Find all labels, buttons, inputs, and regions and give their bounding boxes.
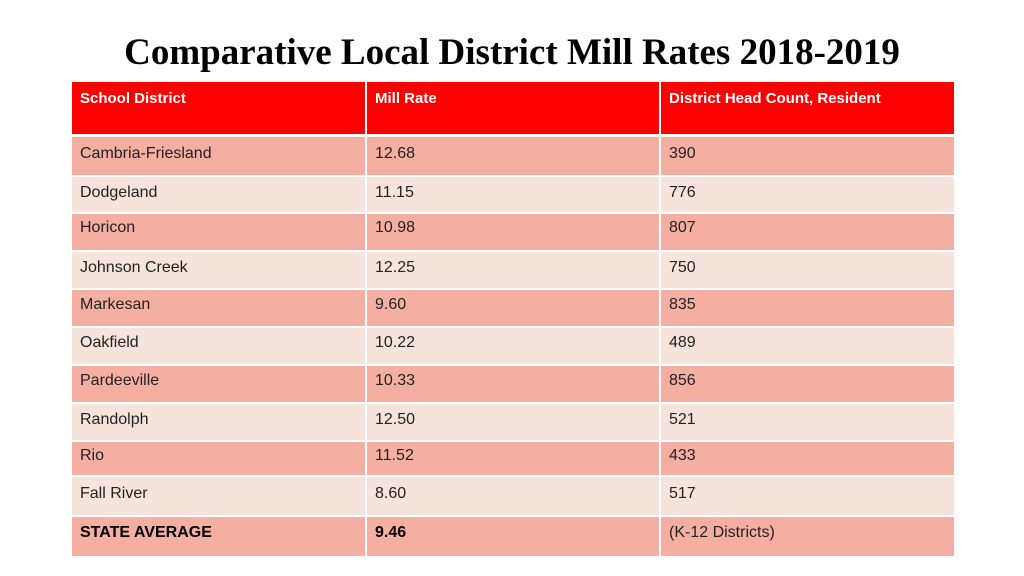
cell-district: Fall River: [70, 474, 367, 517]
page-title: Comparative Local District Mill Rates 20…: [124, 32, 900, 73]
cell-head-count: 750: [659, 249, 956, 290]
table-row: Markesan 9.60 835: [70, 287, 956, 328]
table-row: Oakfield 10.22 489: [70, 325, 956, 366]
cell-head-count: 521: [659, 401, 956, 442]
table-row: Rio 11.52 433: [70, 439, 956, 477]
table-row: Fall River 8.60 517: [70, 474, 956, 517]
mill-rate-table: School District Mill Rate District Head …: [70, 80, 956, 558]
cell-district: Horicon: [70, 211, 367, 252]
cell-head-count: 856: [659, 363, 956, 404]
cell-mill-rate: 10.33: [365, 363, 661, 404]
cell-mill-rate: 11.15: [365, 174, 661, 214]
cell-head-count: 433: [659, 439, 956, 477]
cell-district: Cambria-Friesland: [70, 134, 367, 177]
table-row: Dodgeland 11.15 776: [70, 174, 956, 214]
cell-head-count: 489: [659, 325, 956, 366]
cell-head-count: 517: [659, 474, 956, 517]
cell-mill-rate: 10.22: [365, 325, 661, 366]
table-row: Pardeeville 10.33 856: [70, 363, 956, 404]
table-row: Cambria-Friesland 12.68 390: [70, 134, 956, 177]
state-average-row: STATE AVERAGE 9.46 (K-12 Districts): [70, 514, 956, 558]
cell-mill-rate: 12.68: [365, 134, 661, 177]
cell-head-count: 776: [659, 174, 956, 214]
cell-district: Pardeeville: [70, 363, 367, 404]
cell-district: Markesan: [70, 287, 367, 328]
cell-head-count: 807: [659, 211, 956, 252]
cell-head-count: 390: [659, 134, 956, 177]
cell-mill-rate: 12.25: [365, 249, 661, 290]
table-header-row: School District Mill Rate District Head …: [70, 80, 956, 137]
cell-district: Randolph: [70, 401, 367, 442]
cell-state-average-note: (K-12 Districts): [659, 514, 956, 558]
cell-district: Oakfield: [70, 325, 367, 366]
table-row: Johnson Creek 12.25 750: [70, 249, 956, 290]
cell-mill-rate: 10.98: [365, 211, 661, 252]
cell-mill-rate: 11.52: [365, 439, 661, 477]
cell-mill-rate: 9.60: [365, 287, 661, 328]
cell-mill-rate: 8.60: [365, 474, 661, 517]
cell-district: Dodgeland: [70, 174, 367, 214]
cell-district: Rio: [70, 439, 367, 477]
table-row: Horicon 10.98 807: [70, 211, 956, 252]
column-header-mill-rate: Mill Rate: [365, 80, 661, 137]
cell-state-average-rate: 9.46: [365, 514, 661, 558]
column-header-head-count: District Head Count, Resident: [659, 80, 956, 137]
cell-state-average-label: STATE AVERAGE: [70, 514, 367, 558]
cell-mill-rate: 12.50: [365, 401, 661, 442]
table-row: Randolph 12.50 521: [70, 401, 956, 442]
cell-head-count: 835: [659, 287, 956, 328]
cell-district: Johnson Creek: [70, 249, 367, 290]
column-header-school-district: School District: [70, 80, 367, 137]
